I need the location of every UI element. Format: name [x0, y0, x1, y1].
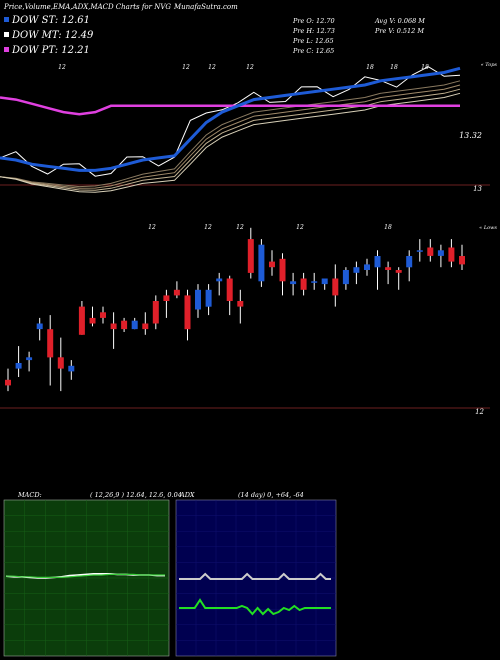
ema-long-line: [0, 80, 461, 188]
candle-date-label: 12: [148, 224, 156, 231]
candle-body: [226, 278, 233, 301]
candle-date-label: 18: [384, 224, 392, 231]
legend-label-mt: DOW MT: 12.49: [11, 30, 94, 41]
ema-date-label: 18: [421, 64, 429, 71]
candle-body: [205, 289, 212, 307]
ema-date-label: 12: [182, 64, 190, 71]
candle-body: [406, 256, 413, 268]
stat-prev-low: Pre L: 12.65: [292, 37, 334, 45]
stat-prev-volume: Pre V: 0.512 M: [374, 27, 424, 35]
site-name: MunafaSutra.com: [173, 3, 238, 11]
candle-ytick-label: 12: [475, 408, 484, 416]
candle-body: [459, 256, 465, 265]
candle-body: [311, 281, 318, 283]
candle-body: [332, 278, 339, 296]
candle-body: [237, 301, 244, 307]
ema-long-line: [0, 84, 461, 189]
candle-body: [258, 244, 265, 282]
candle-body: [89, 317, 96, 324]
candle-body: [342, 270, 349, 285]
candle-body: [121, 320, 128, 330]
candle-body: [47, 329, 54, 358]
candle-panel: « Lows 12 12 12 12 18 12: [0, 224, 497, 416]
candle-body: [26, 357, 33, 361]
macd-params: ( 12,26,9 ) 12.64, 12.6, 0.04: [90, 491, 182, 499]
stat-avg-volume: Avg V: 0.068 M: [374, 17, 425, 25]
ema-corner-label: « Tops: [481, 62, 498, 68]
ema-panel: « Tops 12 12 12 12 18 18 18 13.32 13: [0, 62, 497, 193]
candle-body: [68, 365, 75, 372]
adx-panel: ADX (14 day) 0, +64, -64: [175, 491, 337, 657]
macd-panel: MACD: ( 12,26,9 ) 12.64, 12.6, 0.04: [3, 491, 182, 657]
candle-body: [448, 247, 455, 262]
stat-prev-open: Pre O: 12.70: [292, 17, 335, 25]
adx-di-line: [179, 572, 331, 580]
adx-title: ADX: [179, 491, 195, 499]
candle-body: [247, 239, 254, 273]
candle-body: [427, 247, 434, 256]
stats-panel: Pre O: 12.70 Pre H: 12.73 Pre L: 12.65 P…: [292, 17, 425, 55]
candle-body: [395, 270, 402, 273]
ema-pt-line: [0, 96, 460, 116]
stat-prev-high: Pre H: 12.73: [292, 27, 335, 35]
candle-body: [216, 278, 223, 282]
candle-body: [36, 323, 43, 330]
ema-date-label: 18: [366, 64, 374, 71]
macd-title: MACD:: [17, 491, 42, 499]
candle-body: [100, 312, 106, 318]
candle-body: [142, 323, 149, 330]
candle-date-label: 12: [296, 224, 304, 231]
candle-body: [290, 281, 297, 285]
candle-body: [15, 363, 22, 369]
candle-date-label: 12: [236, 224, 244, 231]
candle-date-label: 12: [204, 224, 212, 231]
stat-prev-close: Pre C: 12.65: [292, 47, 334, 55]
candle-body: [173, 289, 180, 296]
adx-line: [179, 598, 331, 616]
legend-swatch-st: [4, 17, 9, 22]
legend: DOW ST: 12.61 DOW MT: 12.49 DOW PT: 12.2…: [4, 15, 94, 56]
ema-date-label: 12: [208, 64, 216, 71]
candle-body: [163, 295, 170, 301]
candle-body: [353, 267, 360, 273]
ema-date-label: 18: [390, 64, 398, 71]
candle-body: [5, 379, 11, 386]
candle-body: [269, 261, 275, 268]
candle-body: [416, 250, 423, 252]
chart-title: Price,Volume,EMA,ADX,MACD Charts for NVG: [3, 3, 171, 11]
candle-body: [437, 250, 444, 256]
ema-st-line: [0, 66, 461, 172]
candle-body: [321, 278, 328, 285]
candle-body: [195, 289, 201, 310]
candle-body: [300, 278, 307, 290]
legend-label-st: DOW ST: 12.61: [11, 15, 90, 26]
candle-body: [78, 306, 85, 335]
adx-params: (14 day) 0, +64, -64: [238, 491, 304, 499]
ema-ytick-label: 13.32: [459, 131, 482, 140]
candle-body: [364, 264, 370, 270]
candle-body: [131, 320, 138, 330]
ema-ytick-label: 13: [473, 185, 482, 193]
candle-body: [374, 256, 381, 268]
candle-corner-label: « Lows: [479, 225, 497, 231]
candle-body: [184, 295, 191, 330]
legend-swatch-pt: [4, 47, 9, 52]
macd-line: [6, 573, 165, 579]
ema-long-line: [0, 88, 461, 191]
ema-date-label: 12: [246, 64, 254, 71]
candle-body: [110, 323, 117, 330]
candle-body: [57, 357, 64, 369]
candle-body: [152, 301, 159, 324]
legend-label-pt: DOW PT: 12.21: [11, 45, 90, 56]
candle-body: [385, 267, 392, 270]
candle-body: [279, 258, 286, 282]
ema-date-label: 12: [58, 64, 66, 71]
legend-swatch-mt: [4, 32, 9, 37]
